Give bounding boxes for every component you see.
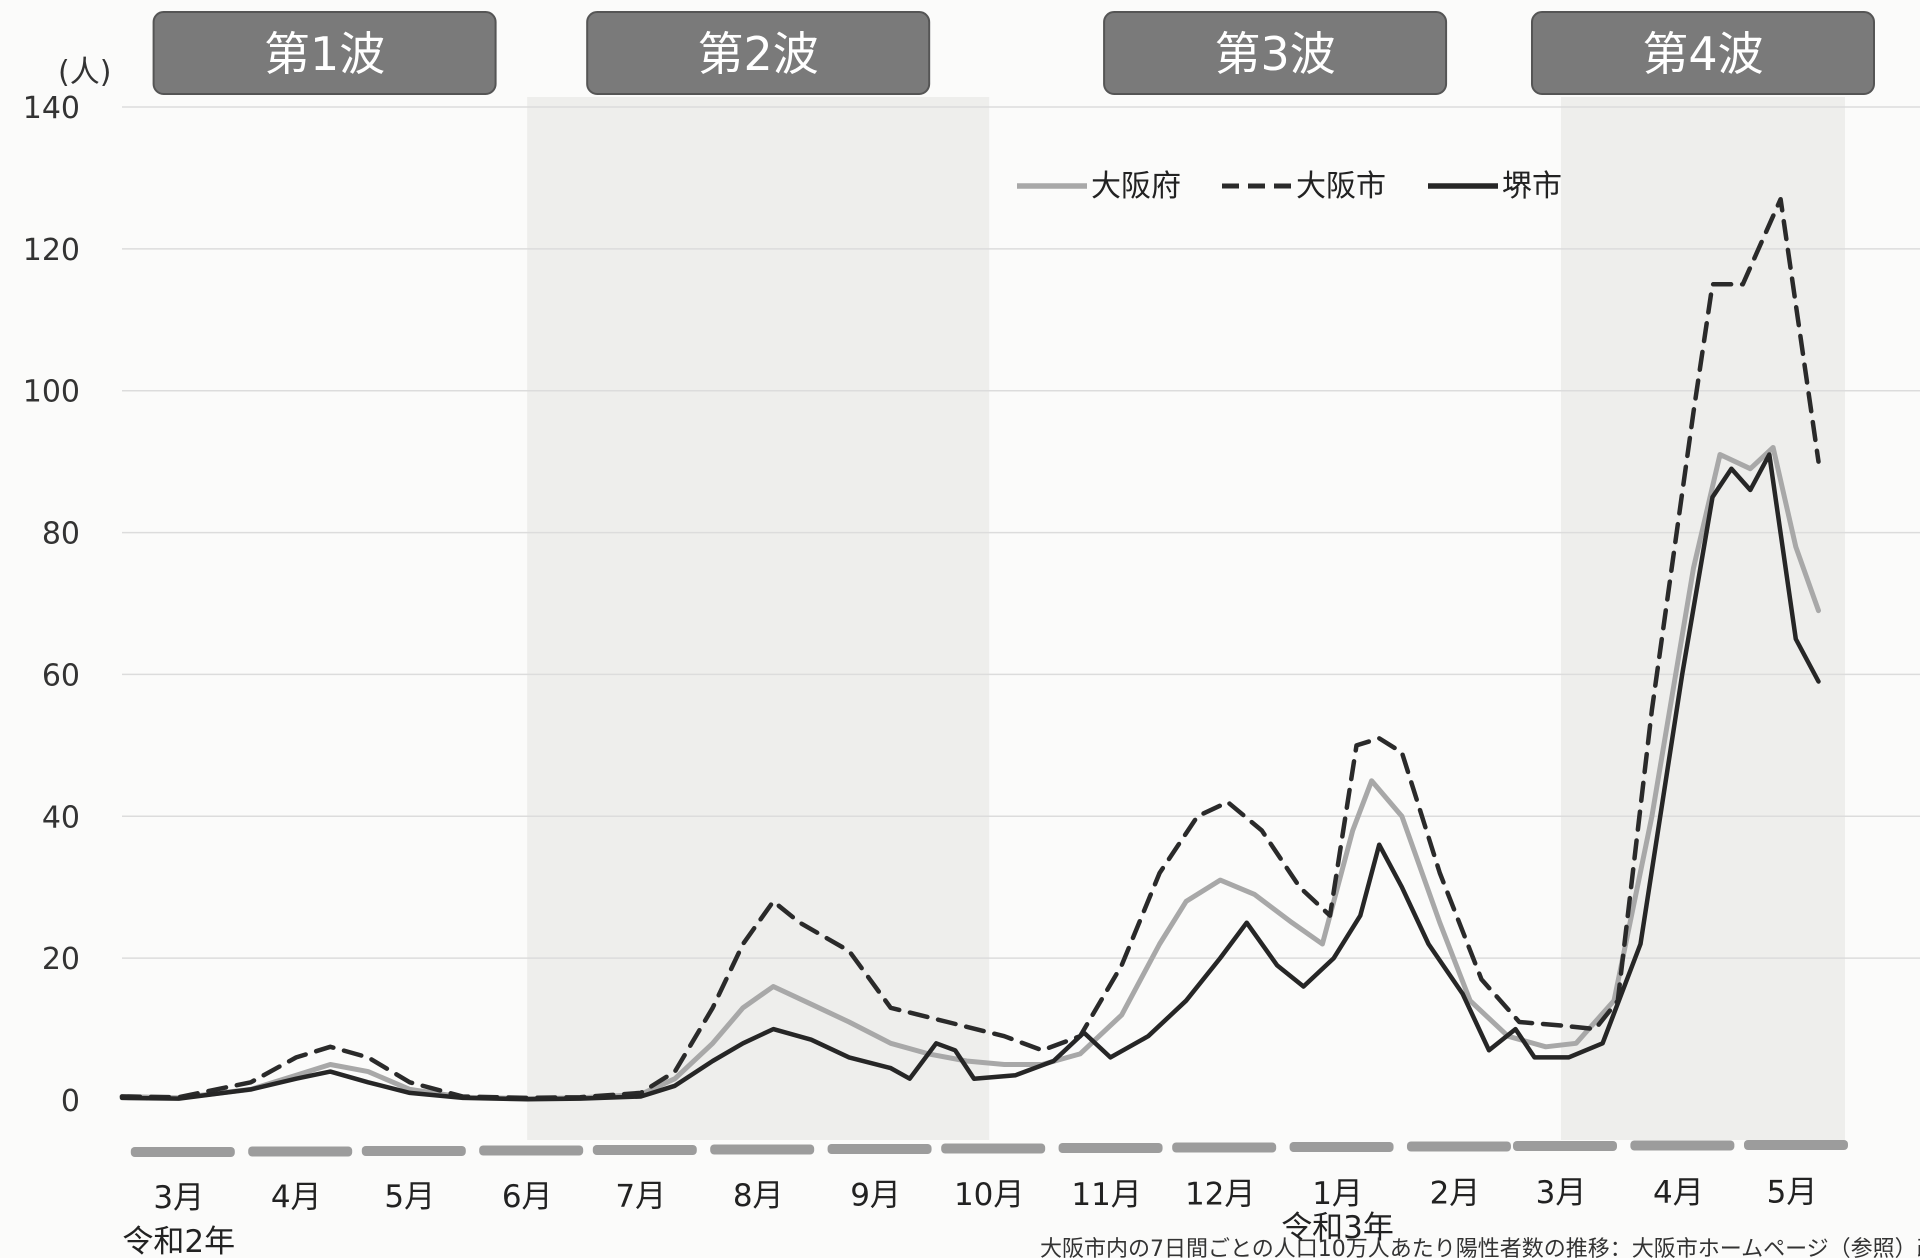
legend-label-2: 大阪市	[1296, 169, 1386, 204]
x-tick-label-4: 6月	[502, 1179, 553, 1215]
wave-bands	[527, 97, 1845, 1140]
x-tick-label-14: 4月	[1653, 1175, 1704, 1211]
y-tick-label-40: 40	[42, 800, 80, 835]
x-tick-label-11: 1月	[1312, 1176, 1363, 1212]
timeline-dash-9	[1058, 1143, 1163, 1153]
timeline-dash-1	[130, 1147, 235, 1157]
source-caption: 大阪市内の7日間ごとの人口10万人あたり陽性者数の推移：大阪市ホームページ（参照…	[1040, 1237, 1920, 1258]
timeline-dash-11	[1289, 1142, 1394, 1152]
timeline-dash-3	[361, 1146, 466, 1156]
wave-header-label-4: 第4波	[1642, 27, 1763, 81]
x-tick-label-10: 12月	[1185, 1176, 1255, 1212]
year-label-1: 令和2年	[122, 1224, 235, 1258]
legend: 大阪府 大阪市 堺市	[1017, 169, 1562, 204]
year-label-2: 令和3年	[1281, 1210, 1394, 1246]
timeline-dash-2	[248, 1146, 353, 1157]
y-axis-ticks: 0 20 40 60 80 100 120 140	[23, 91, 80, 1119]
y-tick-label-120: 120	[23, 233, 80, 268]
series-lines	[119, 196, 1821, 1102]
wave-header-box-2	[586, 11, 931, 95]
wave-band-4	[1560, 97, 1845, 1140]
timeline-dash-15	[1743, 1140, 1848, 1150]
timeline-dash-4	[479, 1145, 584, 1156]
series-line-3	[119, 452, 1821, 1102]
x-tick-label-1: 3月	[153, 1180, 204, 1216]
gridlines	[122, 106, 1920, 959]
series-line-2	[119, 196, 1821, 1101]
y-axis-unit-label: (人)	[58, 55, 111, 90]
y-tick-label-60: 60	[42, 658, 80, 693]
timeline-dash-6	[710, 1144, 815, 1155]
timeline-dash-14	[1630, 1140, 1735, 1151]
y-tick-label-0: 0	[61, 1084, 80, 1119]
wave-header-label-3: 第3波	[1214, 27, 1335, 81]
y-tick-label-100: 100	[23, 375, 80, 410]
x-tick-label-13: 3月	[1536, 1175, 1587, 1211]
x-tick-label-8: 10月	[954, 1177, 1024, 1213]
x-tick-label-3: 5月	[384, 1179, 435, 1215]
legend-label-1: 大阪府	[1091, 169, 1181, 204]
legend-label-3: 堺市	[1502, 169, 1562, 204]
x-tick-label-5: 7月	[615, 1178, 666, 1214]
timeline-dash-5	[592, 1145, 697, 1155]
timeline-dash-8	[941, 1143, 1046, 1154]
y-tick-label-140: 140	[23, 91, 80, 126]
wave-header-label-2: 第2波	[698, 27, 819, 81]
x-tick-label-2: 4月	[271, 1180, 322, 1216]
wave-header-box-3	[1103, 11, 1448, 95]
x-tick-label-12: 2月	[1430, 1176, 1481, 1212]
y-tick-label-20: 20	[42, 942, 80, 977]
timeline-dash-13	[1512, 1141, 1617, 1151]
wave-headers: 第1波 第2波 第3波 第4波	[152, 11, 1875, 95]
x-tick-label-15: 5月	[1767, 1174, 1818, 1210]
timeline-dash-bar	[130, 1140, 1848, 1157]
x-tick-label-6: 8月	[733, 1178, 784, 1214]
x-tick-label-7: 9月	[850, 1178, 901, 1214]
timeline-dash-10	[1172, 1142, 1277, 1153]
x-tick-label-9: 11月	[1071, 1177, 1141, 1213]
wave-header-box-4	[1530, 11, 1875, 95]
y-tick-label-80: 80	[42, 517, 80, 552]
wave-header-box-1	[152, 11, 497, 95]
wave-band-2	[527, 97, 990, 1140]
timeline-dash-12	[1406, 1141, 1511, 1152]
wave-header-label-1: 第1波	[264, 27, 385, 81]
timeline-dash-7	[827, 1144, 932, 1154]
